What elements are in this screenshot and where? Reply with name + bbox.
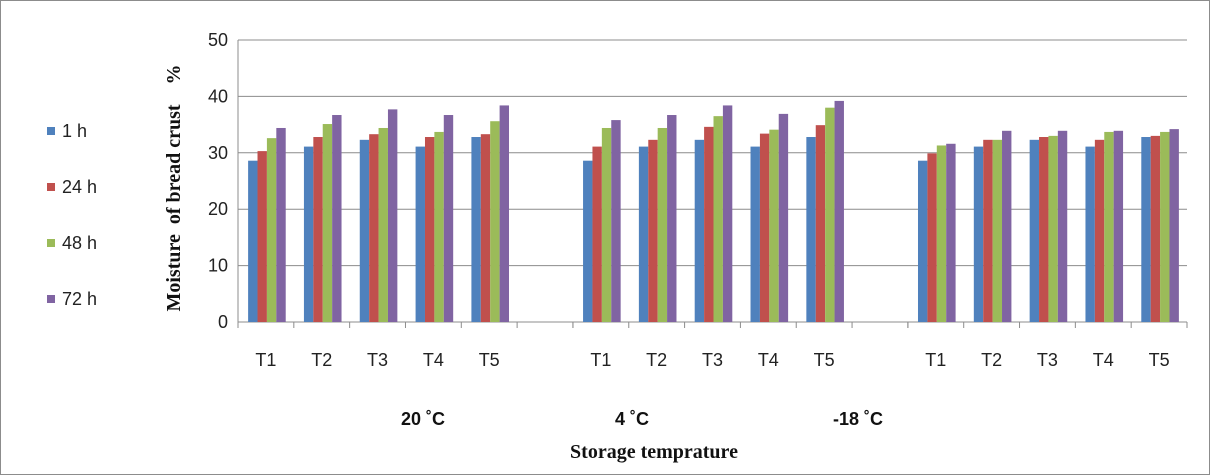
bar-24h-1-T5	[480, 134, 491, 322]
bar-24h-1-T3	[369, 134, 379, 322]
bar-24h-1-T4	[424, 137, 435, 322]
bar-48h-2-T5	[825, 107, 835, 323]
bar-24h-1-T1	[257, 151, 267, 322]
group-label: -18 ˚C	[833, 409, 883, 429]
bar-72h-1-T3	[387, 109, 398, 322]
bar-1h-3-T4	[1085, 146, 1095, 322]
bar-72h-1-T4	[443, 115, 454, 323]
x-axis-title: Storage temprature	[570, 441, 738, 463]
x-tick-label: T3	[1037, 350, 1058, 370]
x-tick-label: T1	[590, 350, 611, 370]
bar-48h-1-T1	[266, 138, 277, 322]
bar-1h-1-T5	[471, 137, 481, 322]
legend-swatch-1h	[47, 127, 55, 135]
bar-72h-3-T3	[1057, 130, 1068, 322]
x-tick-label: T1	[255, 350, 276, 370]
bar-1h-3-T1	[917, 160, 928, 322]
y-tick-label: 10	[208, 256, 228, 276]
y-tick-label: 0	[218, 312, 228, 332]
bar-1h-2-T5	[806, 137, 816, 322]
bar-24h-2-T4	[759, 133, 770, 322]
bar-24h-3-T3	[1039, 137, 1049, 322]
bar-24h-1-T2	[313, 137, 323, 322]
x-tick-label: T1	[925, 350, 946, 370]
bar-1h-1-T3	[359, 139, 370, 322]
bar-1h-1-T1	[248, 160, 258, 322]
bar-1h-2-T2	[638, 146, 649, 322]
x-tick-label: T5	[1149, 350, 1170, 370]
bar-48h-1-T3	[378, 127, 388, 322]
bar-1h-2-T3	[694, 139, 705, 322]
x-tick-label: T2	[981, 350, 1002, 370]
bar-1h-1-T2	[303, 146, 314, 322]
bar-72h-3-T4	[1113, 130, 1124, 322]
bar-48h-3-T3	[1048, 135, 1058, 322]
bar-48h-1-T4	[434, 131, 444, 322]
bar-1h-3-T2	[973, 146, 984, 322]
x-tick-label: T5	[814, 350, 835, 370]
bar-72h-2-T2	[667, 115, 677, 323]
bar-48h-1-T2	[322, 124, 333, 322]
group-label: 20 ˚C	[401, 409, 445, 429]
bar-24h-3-T2	[983, 139, 993, 322]
x-tick-label: T4	[758, 350, 779, 370]
group-label: 4 ˚C	[615, 409, 649, 429]
bar-24h-2-T5	[815, 125, 826, 322]
x-tick-label: T2	[646, 350, 667, 370]
y-tick-label: 30	[208, 143, 228, 163]
bar-24h-2-T3	[704, 126, 714, 322]
bar-48h-3-T4	[1104, 131, 1114, 322]
bar-72h-1-T2	[332, 115, 342, 323]
bar-24h-3-T5	[1150, 135, 1161, 322]
bar-72h-2-T1	[611, 120, 621, 322]
legend-label: 72 h	[62, 289, 97, 309]
bar-48h-2-T4	[769, 129, 779, 322]
x-tick-label: T5	[479, 350, 500, 370]
bar-48h-1-T5	[490, 121, 500, 322]
legend-swatch-48h	[47, 239, 55, 247]
bar-1h-1-T4	[415, 146, 425, 322]
legend-label: 24 h	[62, 177, 97, 197]
bar-24h-3-T1	[927, 153, 937, 322]
bar-1h-3-T3	[1029, 139, 1040, 322]
bar-48h-3-T5	[1160, 131, 1170, 322]
bar-48h-3-T2	[992, 139, 1003, 322]
bar-48h-2-T1	[601, 127, 612, 322]
bar-24h-3-T4	[1094, 139, 1105, 322]
legend-swatch-72h	[47, 295, 55, 303]
x-tick-label: T3	[702, 350, 723, 370]
y-tick-label: 40	[208, 86, 228, 106]
bar-72h-1-T5	[499, 105, 510, 322]
bar-1h-2-T4	[750, 146, 760, 322]
bar-72h-2-T3	[722, 105, 733, 322]
bar-72h-2-T5	[834, 100, 844, 322]
legend-label: 1 h	[62, 121, 87, 141]
bar-1h-3-T5	[1141, 137, 1151, 322]
x-tick-label: T4	[1093, 350, 1114, 370]
bar-72h-3-T5	[1169, 129, 1179, 322]
bar-24h-2-T1	[592, 146, 602, 322]
x-tick-label: T4	[423, 350, 444, 370]
bar-48h-2-T3	[713, 116, 723, 322]
bar-48h-2-T2	[657, 127, 668, 322]
x-tick-label: T2	[311, 350, 332, 370]
bar-1h-2-T1	[583, 160, 593, 322]
bar-72h-1-T1	[276, 127, 286, 322]
y-axis-title: Moisture of bread crust %	[163, 64, 185, 311]
bar-48h-3-T1	[936, 145, 947, 322]
legend-swatch-24h	[47, 183, 55, 191]
bar-72h-3-T1	[946, 143, 956, 322]
bar-24h-2-T2	[648, 139, 658, 322]
y-tick-label: 20	[208, 199, 228, 219]
bar-72h-2-T4	[778, 113, 789, 322]
x-tick-label: T3	[367, 350, 388, 370]
bar-72h-3-T2	[1002, 130, 1012, 322]
y-tick-label: 50	[208, 30, 228, 50]
legend-label: 48 h	[62, 233, 97, 253]
